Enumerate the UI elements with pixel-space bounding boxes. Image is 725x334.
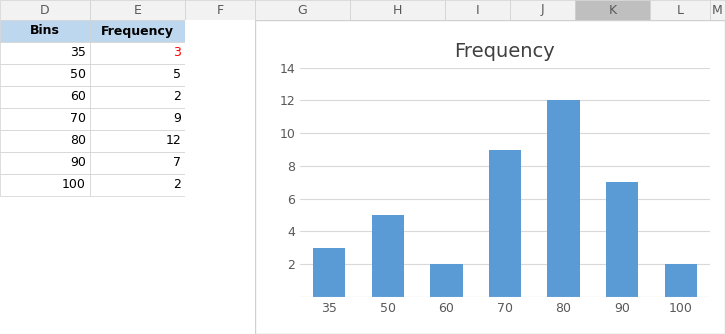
Bar: [510, 0, 575, 20]
Bar: [255, 0, 350, 20]
Text: F: F: [217, 3, 223, 16]
Bar: [90, 152, 185, 174]
Text: 50: 50: [70, 68, 86, 81]
Text: 5: 5: [173, 68, 181, 81]
Text: Bins: Bins: [30, 24, 60, 37]
Bar: [0, 64, 90, 86]
Text: 3: 3: [173, 46, 181, 59]
Text: 90: 90: [70, 157, 86, 169]
Text: 35: 35: [70, 46, 86, 59]
Bar: [606, 182, 638, 297]
Bar: [0, 152, 90, 174]
Text: 9: 9: [173, 113, 181, 126]
Bar: [0, 86, 90, 108]
Bar: [90, 108, 185, 130]
Text: L: L: [676, 3, 684, 16]
Bar: [547, 101, 580, 297]
Bar: [0, 42, 90, 64]
Text: 12: 12: [165, 135, 181, 148]
Bar: [90, 174, 185, 196]
Bar: [90, 130, 185, 152]
Bar: [350, 0, 445, 20]
Bar: [431, 264, 463, 297]
Bar: [710, 0, 725, 20]
Text: J: J: [541, 3, 544, 16]
Bar: [489, 150, 521, 297]
Bar: [650, 0, 710, 20]
Text: E: E: [133, 3, 141, 16]
Text: 70: 70: [70, 113, 86, 126]
Text: M: M: [712, 3, 723, 16]
Text: 7: 7: [173, 157, 181, 169]
Bar: [0, 174, 90, 196]
Text: 2: 2: [173, 178, 181, 191]
Bar: [445, 0, 510, 20]
Bar: [185, 0, 255, 20]
Bar: [90, 64, 185, 86]
Bar: [0, 108, 90, 130]
Bar: [575, 0, 650, 20]
Text: Frequency: Frequency: [101, 24, 174, 37]
Text: H: H: [393, 3, 402, 16]
Bar: [0, 130, 90, 152]
Text: 60: 60: [70, 91, 86, 104]
Bar: [665, 264, 697, 297]
Bar: [313, 248, 345, 297]
Text: G: G: [298, 3, 307, 16]
Text: D: D: [40, 3, 50, 16]
Bar: [372, 215, 404, 297]
Text: K: K: [608, 3, 616, 16]
Bar: [90, 86, 185, 108]
Bar: [0, 20, 90, 42]
Bar: [90, 0, 185, 20]
Text: 100: 100: [62, 178, 86, 191]
Text: 2: 2: [173, 91, 181, 104]
Text: I: I: [476, 3, 479, 16]
Bar: [90, 42, 185, 64]
Bar: [90, 20, 185, 42]
Text: 80: 80: [70, 135, 86, 148]
Bar: [0, 0, 90, 20]
Title: Frequency: Frequency: [455, 42, 555, 61]
